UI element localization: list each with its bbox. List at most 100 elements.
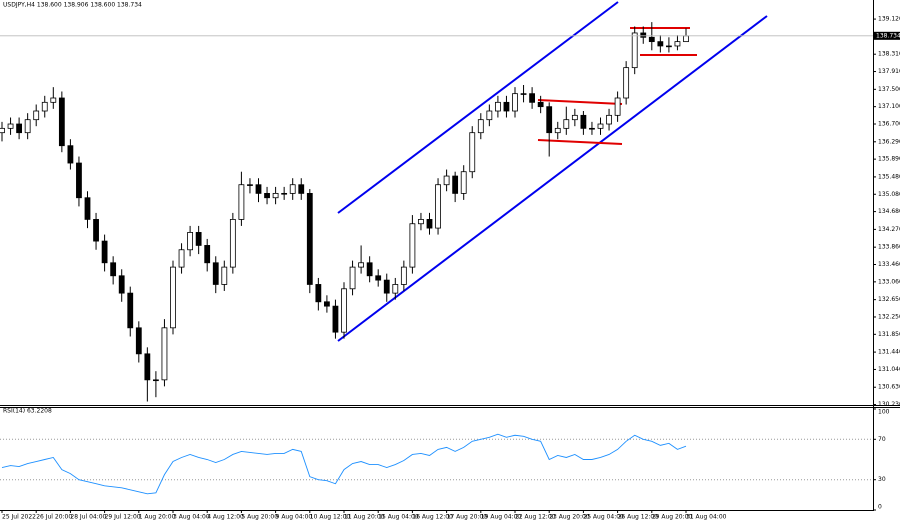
candle-body: [580, 114, 587, 129]
candle-body: [366, 262, 373, 277]
x-tick-label: 19 Aug 04:00: [481, 514, 522, 521]
candle-body: [24, 119, 31, 134]
y-tick-label: 132.250: [878, 313, 900, 320]
candle-body: [640, 32, 647, 38]
candle-body: [272, 192, 279, 199]
candle-body: [563, 119, 570, 129]
y-tick-label: 133.060: [878, 278, 900, 285]
candle-body: [204, 245, 211, 264]
y-tick-label: 133.860: [878, 244, 900, 251]
candle-body: [469, 132, 476, 173]
y-tick-label: 137.910: [878, 68, 900, 75]
candle-body: [683, 35, 689, 43]
candle-body: [50, 97, 57, 103]
candle-body: [289, 184, 296, 194]
candle-body: [341, 288, 347, 333]
candle-body: [33, 110, 40, 121]
candle-body: [264, 192, 270, 199]
candle-body: [135, 327, 142, 355]
x-tick-label: 22 Aug 12:00: [515, 514, 556, 521]
candle-body: [460, 171, 467, 194]
y-tick-label: 137.100: [878, 103, 900, 110]
y-tick-label: 134.270: [878, 226, 900, 233]
rsi-title: RSI(14) 63.2208: [3, 408, 52, 415]
y-tick-label: 136.700: [878, 121, 900, 128]
candle-body: [597, 123, 604, 129]
candle-body: [315, 284, 322, 303]
candle-body: [247, 184, 253, 186]
candle-body: [161, 327, 168, 381]
candle-body: [195, 232, 202, 246]
candle-body: [537, 101, 544, 108]
candle-body: [623, 67, 630, 99]
x-tick-label: 3 Aug 04:00: [173, 514, 210, 521]
y-tick-label: 131.440: [878, 349, 900, 356]
candle-body: [187, 232, 194, 251]
y-tick-label: 131.850: [878, 331, 900, 338]
rsi-line: [1, 433, 687, 495]
candle-body: [127, 292, 134, 329]
candle-body: [512, 93, 518, 112]
x-tick-label: 25 Jul 2022: [2, 514, 36, 521]
x-tick-label: 17 Aug 20:00: [447, 514, 488, 521]
rsi-y-tick-label: 100: [878, 409, 890, 416]
y-tick-label: 130.230: [878, 401, 900, 408]
y-tick-label: 135.890: [878, 156, 900, 163]
x-tick-label: 11 Aug 20:00: [344, 514, 385, 521]
candle-body: [503, 101, 510, 112]
channel-upper: [337, 1, 619, 214]
x-tick-label: 26 Aug 12:00: [618, 514, 659, 521]
x-tick-label: 31 Aug 04:00: [686, 514, 727, 521]
candle-body: [349, 266, 356, 290]
x-tick-label: 1 Aug 20:00: [139, 514, 176, 521]
rsi-y-tick-label: 70: [878, 436, 886, 443]
y-tick-label: 135.080: [878, 191, 900, 198]
candle-body: [238, 184, 245, 220]
x-tick-label: 25 Aug 04:00: [583, 514, 624, 521]
candle-body: [76, 162, 82, 199]
x-tick-label: 28 Jul 04:00: [70, 514, 106, 521]
candle-body: [323, 301, 330, 307]
candle-body: [657, 41, 664, 47]
candle-body: [589, 127, 595, 130]
candle-body: [571, 114, 578, 121]
candle-body: [0, 127, 5, 134]
candle-body: [358, 262, 365, 268]
candle-body: [375, 275, 382, 281]
candle-body: [93, 219, 99, 242]
candle-body: [400, 266, 407, 285]
candle-body: [298, 184, 305, 194]
candle-body: [477, 119, 484, 134]
candle-body: [67, 145, 74, 164]
candle-body: [221, 266, 228, 285]
channel-lower: [337, 15, 768, 342]
candle-body: [101, 240, 108, 264]
candle-body: [229, 219, 236, 268]
candle-body: [606, 114, 612, 125]
candle-body: [152, 379, 159, 382]
candle-body: [614, 97, 621, 116]
candle-body: [255, 184, 262, 194]
candle-body: [452, 175, 459, 194]
candle-body: [84, 197, 91, 220]
candle-body: [383, 279, 390, 294]
candle-body: [16, 123, 23, 134]
y-tick-label: 132.650: [878, 296, 900, 303]
candle-body: [118, 275, 125, 294]
y-tick-label: 137.500: [878, 86, 900, 93]
candle-body: [648, 36, 655, 43]
x-tick-label: 9 Aug 04:00: [276, 514, 313, 521]
y-tick-label: 131.040: [878, 366, 900, 373]
candle-body: [486, 110, 493, 121]
candle-body: [281, 192, 288, 195]
candle-body: [306, 192, 313, 285]
candle-body: [631, 32, 638, 69]
y-tick-label: 136.290: [878, 138, 900, 145]
candle-body: [554, 127, 561, 134]
candle-body: [426, 219, 433, 229]
candle-body: [110, 262, 117, 277]
candle-body: [546, 106, 553, 134]
candle-body: [666, 45, 672, 48]
